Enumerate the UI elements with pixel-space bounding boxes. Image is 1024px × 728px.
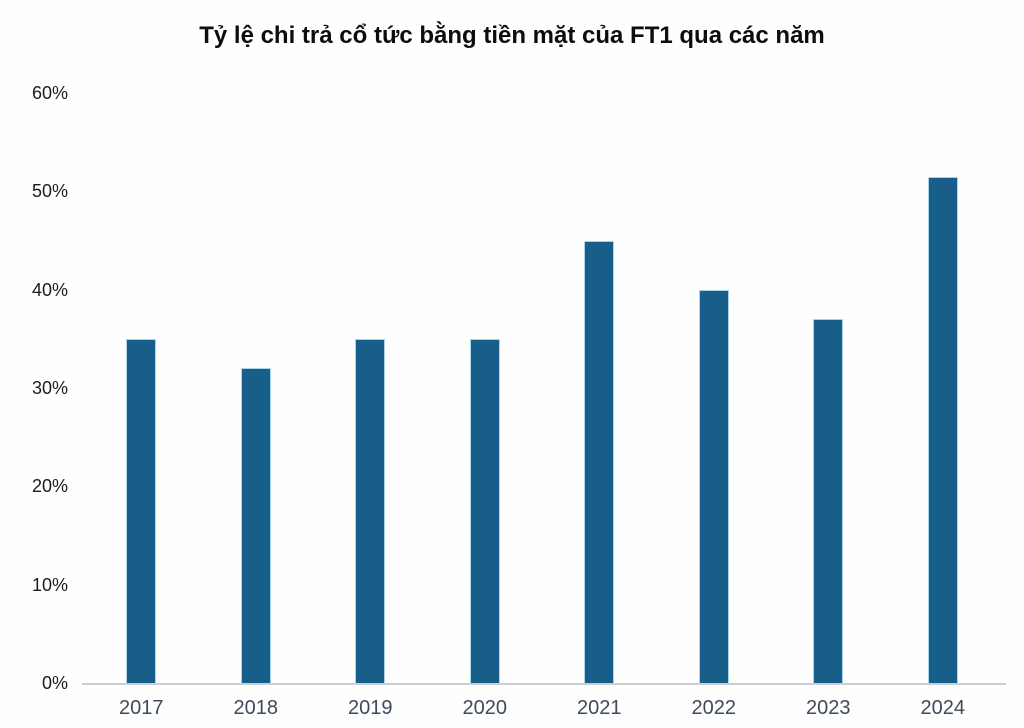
chart-title: Tỷ lệ chi trả cổ tức bằng tiền mặt của F… <box>199 22 825 49</box>
x-tick-label-2020: 2020 <box>462 697 508 719</box>
x-axis-line <box>82 683 1006 685</box>
bar-2019 <box>355 338 386 683</box>
bar-2024 <box>927 176 958 683</box>
bar-2017 <box>126 338 157 683</box>
x-tick-label-2018: 2018 <box>233 697 279 719</box>
bar-2021 <box>584 240 615 683</box>
y-tick-label-60pct: 60% <box>31 83 68 103</box>
bar-2023 <box>813 319 844 683</box>
bar-2022 <box>698 289 729 683</box>
y-tick-label-40pct: 40% <box>31 279 68 300</box>
plot-area <box>82 93 1006 685</box>
x-tick-label-2021: 2021 <box>577 697 622 719</box>
y-tick-label-20pct: 20% <box>31 476 68 497</box>
y-tick-label-30pct: 30% <box>31 378 68 398</box>
y-tick-label-50pct: 50% <box>31 181 68 202</box>
x-tick-label-2017: 2017 <box>119 697 164 719</box>
x-tick-label-2024: 2024 <box>920 697 966 719</box>
y-tick-label-10pct: 10% <box>31 574 68 595</box>
bar-2020 <box>469 338 500 683</box>
x-tick-label-2022: 2022 <box>691 697 737 719</box>
y-tick-label-0pct: 0% <box>41 673 68 693</box>
bar-2018 <box>240 368 271 683</box>
x-tick-label-2019: 2019 <box>348 697 393 719</box>
x-tick-label-2023: 2023 <box>806 697 851 719</box>
